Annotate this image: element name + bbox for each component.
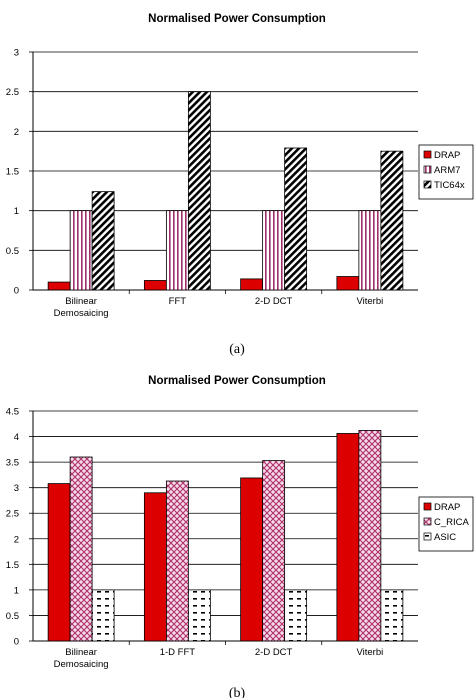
chart-a-bar-arm7 — [358, 210, 382, 291]
chart-a-y-tick-label: 2 — [14, 127, 19, 138]
chart-b-category-label: Bilinear — [65, 647, 97, 658]
chart-b-bar-drap — [336, 433, 360, 642]
chart-b-category-label: Demosaicing — [54, 659, 109, 670]
chart-b-y-tick-label: 3 — [14, 483, 19, 494]
chart-b-y-tick-label: 2 — [14, 534, 19, 545]
chart-a-category-label: Viterbi — [356, 296, 383, 307]
chart-b-caption: (b) — [229, 686, 246, 698]
chart-a-bar-tic64x — [187, 91, 211, 291]
chart-b-legend-swatch — [423, 502, 432, 511]
chart-a-y-tick-label: 2.5 — [6, 87, 19, 98]
chart-b-legend-label: C_RICA — [434, 517, 470, 528]
chart-b-legend-label: DRAP — [434, 502, 460, 513]
chart-b-bar-drap — [240, 477, 264, 642]
chart-b-y-tick-label: 2.5 — [6, 509, 19, 520]
chart-a-title: Normalised Power Consumption — [148, 13, 326, 25]
chart-a-legend-label: ARM7 — [434, 165, 460, 176]
chart-b-y-tick-label: 0.5 — [6, 611, 19, 622]
chart-a-bar-arm7 — [165, 210, 189, 291]
chart-a-bar-tic64x — [91, 191, 115, 291]
chart-b-y-tick-label: 4.5 — [6, 407, 19, 418]
chart-b-y-tick-label: 0 — [14, 637, 19, 648]
chart-b-y-tick-label: 1.5 — [6, 560, 19, 571]
chart-b-bar-asic — [380, 589, 404, 642]
chart-a-bar-drap — [143, 280, 167, 291]
chart-b-bar-asic — [187, 589, 211, 642]
chart-a-bar-drap — [336, 276, 360, 291]
chart-a-legend-label: DRAP — [434, 150, 460, 161]
chart-b-legend-swatch — [423, 532, 432, 541]
chart-a-bar-drap — [47, 281, 71, 291]
chart-a-legend-label: TIC64x — [434, 180, 465, 191]
chart-b-category-label: 2-D DCT — [255, 647, 293, 658]
chart-a-legend: DRAP ARM7 TIC64x — [418, 144, 474, 200]
chart-a-bar-tic64x — [284, 147, 308, 291]
chart-b: Normalised Power Consumption 0 0.5 1 1.5 2 2.… — [6, 375, 474, 698]
chart-a-category-label: Bilinear — [65, 296, 97, 307]
chart-a-caption: (a) — [229, 342, 245, 357]
chart-a-y-tick-label: 1 — [14, 206, 19, 217]
chart-a-legend-swatch — [423, 180, 432, 189]
chart-a-y-tick-label: 0.5 — [6, 246, 19, 257]
chart-a-category-label: 2-D DCT — [255, 296, 293, 307]
chart-b-legend: DRAP C_RICA ASIC — [418, 496, 474, 552]
chart-a-legend-swatch — [423, 150, 432, 159]
chart-a-bar-arm7 — [69, 210, 93, 291]
chart-a-y-tick-label: 1.5 — [6, 167, 19, 178]
chart-a-bar-arm7 — [262, 210, 286, 291]
chart-b-bar-c-rica — [358, 430, 382, 642]
chart-b-y-tick-label: 3.5 — [6, 458, 19, 469]
chart-a-bar-tic64x — [380, 150, 404, 291]
chart-a: Normalised Power Consumption 0 0.5 1 1.5 2 2.… — [6, 13, 474, 357]
chart-b-bar-asic — [91, 589, 115, 642]
chart-a-category-label: FFT — [169, 296, 187, 307]
chart-b-bar-drap — [143, 492, 167, 642]
chart-a-y-tick-label: 0 — [14, 286, 19, 297]
chart-b-bar-c-rica — [165, 480, 189, 642]
chart-a-y-tick-label: 3 — [14, 48, 19, 59]
chart-b-bar-c-rica — [262, 460, 286, 642]
chart-b-bar-asic — [284, 589, 308, 642]
chart-b-legend-swatch — [423, 517, 432, 526]
chart-b-bar-c-rica — [69, 456, 93, 642]
chart-a-legend-swatch — [423, 165, 432, 174]
chart-a-category-label: Demosaicing — [54, 308, 109, 319]
chart-b-bar-drap — [47, 483, 71, 642]
chart-b-y-tick-label: 4 — [14, 432, 19, 443]
chart-b-category-label: Viterbi — [356, 647, 383, 658]
chart-b-title: Normalised Power Consumption — [148, 375, 326, 387]
chart-b-category-label: 1-D FFT — [160, 647, 196, 658]
chart-b-legend-label: ASIC — [434, 532, 456, 543]
chart-a-bar-drap — [240, 278, 264, 291]
chart-b-y-tick-label: 1 — [14, 585, 19, 596]
